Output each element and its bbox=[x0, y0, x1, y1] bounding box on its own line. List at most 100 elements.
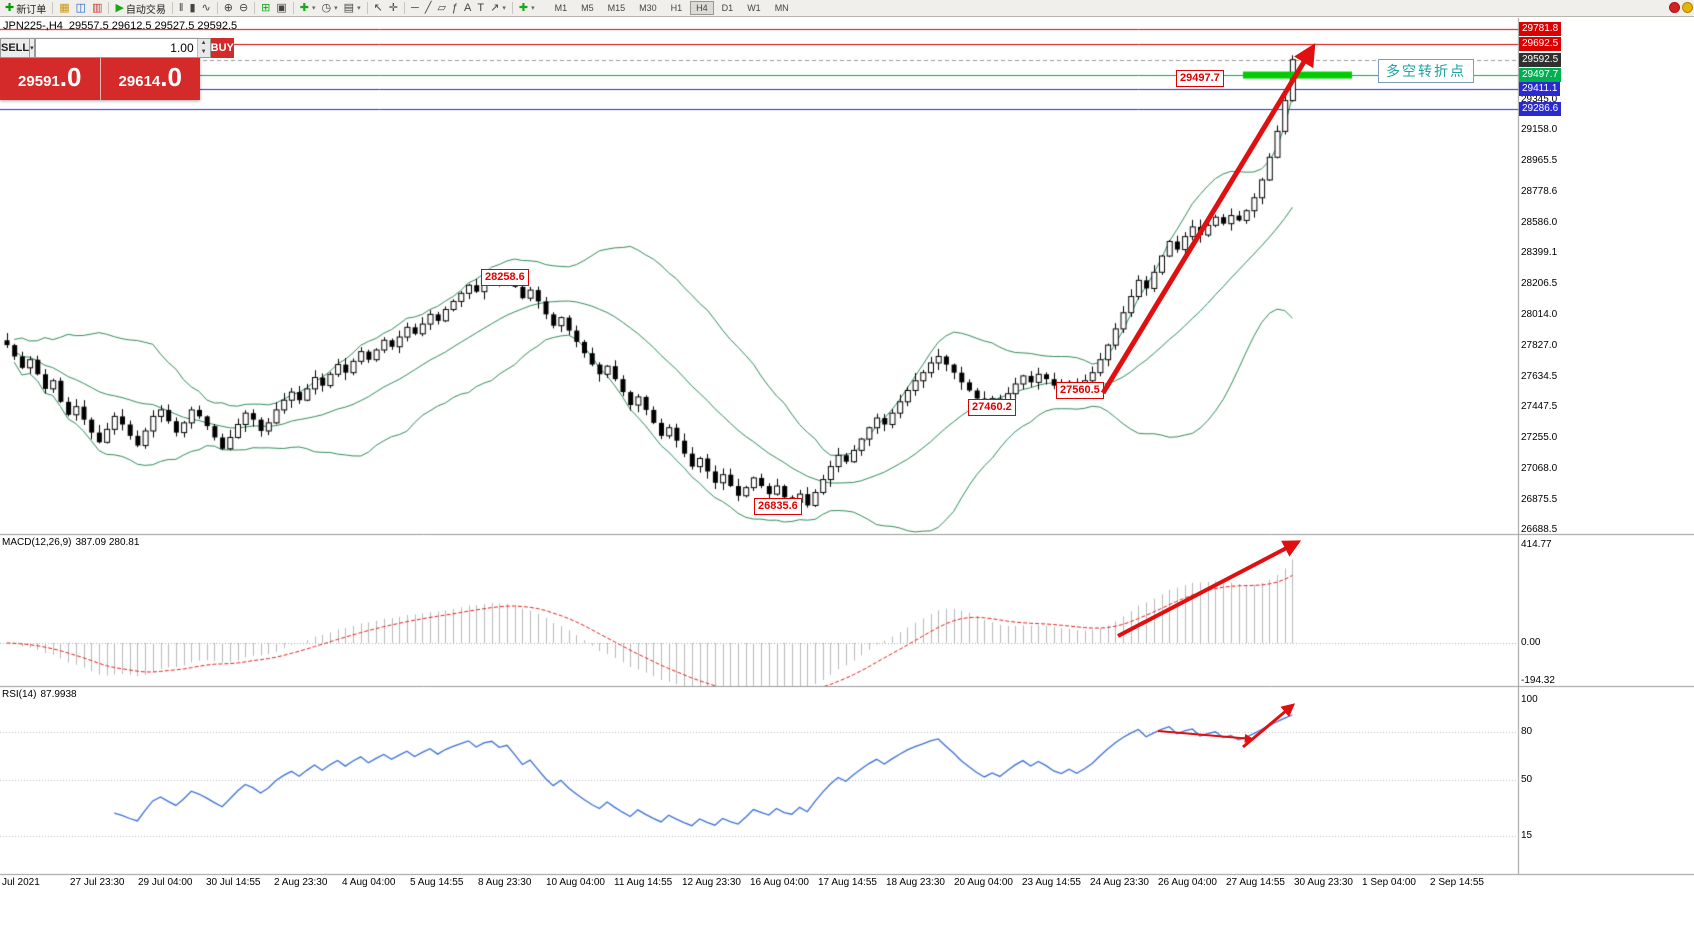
terminal-icon: ▥ bbox=[92, 1, 103, 14]
label-tool-button[interactable]: T bbox=[474, 1, 487, 16]
autotrade-button[interactable]: ▶ 自动交易 bbox=[112, 1, 168, 16]
ohlc-values: 29557.5 29612.5 29527.5 29592.5 bbox=[68, 20, 238, 32]
chevron-down-icon: ▾ bbox=[531, 5, 535, 12]
timeframe-m5-button[interactable]: M5 bbox=[581, 3, 594, 13]
periods-button[interactable]: ◷ ▾ bbox=[319, 1, 341, 16]
tile-windows-button[interactable]: ⊞ bbox=[258, 1, 273, 16]
hline-tool-button[interactable]: ─ bbox=[408, 1, 422, 16]
toolbar-separator bbox=[108, 2, 110, 14]
fibonacci-tool-button[interactable]: ƒ bbox=[449, 1, 461, 16]
text-icon: A bbox=[464, 1, 472, 14]
timeframe-d1-button[interactable]: D1 bbox=[721, 3, 734, 13]
zoom-out-button[interactable]: ⊖ bbox=[236, 1, 251, 16]
bars-view-button[interactable]: ‖ bbox=[176, 1, 187, 16]
templates-button[interactable]: ▤ ▾ bbox=[341, 1, 364, 16]
price-axis-tick: 27255.0 bbox=[1521, 432, 1558, 444]
time-axis-label: 2 Aug 23:30 bbox=[274, 877, 328, 888]
timeframe-mn-button[interactable]: MN bbox=[774, 3, 789, 13]
toolbar-separator bbox=[254, 2, 256, 14]
sell-button[interactable]: SELL bbox=[0, 38, 31, 58]
time-axis-label: Jul 2021 bbox=[2, 877, 40, 888]
candles-view-button[interactable]: ▮ bbox=[186, 1, 198, 16]
price-axis-tick: 28206.5 bbox=[1521, 278, 1558, 290]
chevron-down-icon: ▾ bbox=[312, 5, 316, 12]
trade-panel-prices: 29591.0 29614.0 bbox=[0, 58, 200, 100]
volume-wrap: ▲ ▼ bbox=[34, 38, 211, 58]
volume-down-button[interactable]: ▼ bbox=[197, 48, 210, 57]
price-divider bbox=[99, 58, 101, 100]
zoom-in-button[interactable]: ⊕ bbox=[221, 1, 236, 16]
indicators-button[interactable]: ✚ ▾ bbox=[516, 1, 538, 16]
sell-price-button[interactable]: 29591.0 bbox=[0, 58, 100, 100]
toolbar-separator bbox=[216, 2, 218, 14]
terminal-button[interactable]: ▥ bbox=[89, 1, 105, 16]
trade-panel-controls: SELL ▾ ▲ ▼ BUY bbox=[0, 38, 234, 58]
buy-price-button[interactable]: 29614.0 bbox=[101, 58, 201, 100]
new-order-icon: ✚ bbox=[5, 1, 15, 14]
time-axis-label: 8 Aug 23:30 bbox=[478, 877, 532, 888]
fibonacci-icon: ƒ bbox=[451, 1, 459, 14]
arrows-tool-button[interactable]: ↗ ▾ bbox=[487, 1, 509, 16]
price-axis-tick: 28965.5 bbox=[1521, 155, 1558, 167]
cursor-button[interactable]: ↖ bbox=[371, 1, 386, 16]
time-axis-label: 23 Aug 14:55 bbox=[1022, 877, 1081, 888]
sell-options-caret-icon[interactable]: ▾ bbox=[30, 38, 35, 58]
autotrade-play-icon: ▶ bbox=[115, 1, 124, 14]
timeframe-m30-button[interactable]: M30 bbox=[639, 3, 657, 13]
channel-tool-button[interactable]: ▱ bbox=[434, 1, 448, 16]
time-axis-label: 30 Jul 14:55 bbox=[206, 877, 261, 888]
charts-button[interactable]: ▦ bbox=[56, 1, 72, 16]
rsi-value: 87.9938 bbox=[40, 689, 77, 700]
zoom-in-icon: ⊕ bbox=[223, 1, 233, 14]
status-icons bbox=[1669, 2, 1693, 13]
timeframe-h1-button[interactable]: H1 bbox=[670, 3, 683, 13]
template-icon: ▤ bbox=[343, 1, 355, 14]
time-axis-label: 29 Jul 04:00 bbox=[138, 877, 193, 888]
crosshair-icon: ✛ bbox=[388, 1, 399, 14]
toolbar-separator bbox=[292, 2, 294, 14]
timeframe-h4-button[interactable]: H4 bbox=[690, 1, 714, 15]
chart-info: JPN225-,H4 29557.5 29612.5 29527.5 29592.… bbox=[3, 20, 243, 32]
connection-status-icon[interactable] bbox=[1669, 2, 1680, 13]
volume-input[interactable] bbox=[35, 39, 197, 57]
turning-point-note[interactable]: 多空转折点 bbox=[1378, 59, 1474, 83]
volume-up-button[interactable]: ▲ bbox=[197, 39, 210, 48]
time-axis-label: 27 Jul 23:30 bbox=[70, 877, 125, 888]
price-axis-tick: 27827.0 bbox=[1521, 339, 1558, 351]
time-axis-label: 1 Sep 04:00 bbox=[1362, 877, 1416, 888]
toolbar-separator bbox=[511, 2, 513, 14]
time-axis-label: 26 Aug 04:00 bbox=[1158, 877, 1217, 888]
text-tool-button[interactable]: A bbox=[461, 1, 474, 16]
line-view-button[interactable]: ∿ bbox=[199, 1, 214, 16]
buy-button[interactable]: BUY bbox=[210, 38, 234, 58]
price-axis-tick: 26688.5 bbox=[1521, 524, 1558, 535]
sell-price: 29591 bbox=[18, 73, 60, 90]
price-annotation[interactable]: 28258.6 bbox=[481, 269, 529, 286]
new-chart-button[interactable]: ✚ ▾ bbox=[297, 1, 319, 16]
macd-indicator-label: MACD(12,26,9) 387.09 280.81 bbox=[2, 537, 143, 548]
timeframe-w1-button[interactable]: W1 bbox=[747, 3, 761, 13]
timeframe-m1-button[interactable]: M1 bbox=[554, 3, 568, 13]
price-annotation[interactable]: 26835.6 bbox=[754, 498, 802, 515]
price-annotation[interactable]: 27560.5 bbox=[1056, 382, 1104, 399]
indicator-plus-icon: ✚ bbox=[518, 1, 529, 14]
crosshair-button[interactable]: ✛ bbox=[386, 1, 401, 16]
timeframe-m15-button[interactable]: M15 bbox=[607, 3, 626, 13]
rsi-axis-tick: 100 bbox=[1521, 694, 1538, 705]
cascade-windows-icon: ▣ bbox=[276, 1, 287, 14]
macd-name: MACD(12,26,9) bbox=[2, 537, 72, 548]
green-level-tag: 29497.7 bbox=[1519, 68, 1562, 83]
profiles-button[interactable]: ◫ bbox=[73, 1, 89, 16]
trendline-tool-button[interactable]: ╱ bbox=[422, 1, 435, 16]
zoom-out-icon: ⊖ bbox=[238, 1, 249, 14]
cascade-windows-button[interactable]: ▣ bbox=[273, 1, 289, 16]
chevron-down-icon: ▾ bbox=[357, 5, 361, 12]
price-axis-tick: 27068.0 bbox=[1521, 462, 1558, 474]
new-order-button[interactable]: ✚ 新订单 bbox=[2, 1, 49, 16]
price-annotation[interactable]: 27460.2 bbox=[968, 399, 1016, 416]
price-annotation[interactable]: 29497.7 bbox=[1176, 70, 1224, 87]
news-status-icon[interactable] bbox=[1682, 2, 1693, 13]
bid-price-tag: 29592.5 bbox=[1519, 52, 1562, 67]
